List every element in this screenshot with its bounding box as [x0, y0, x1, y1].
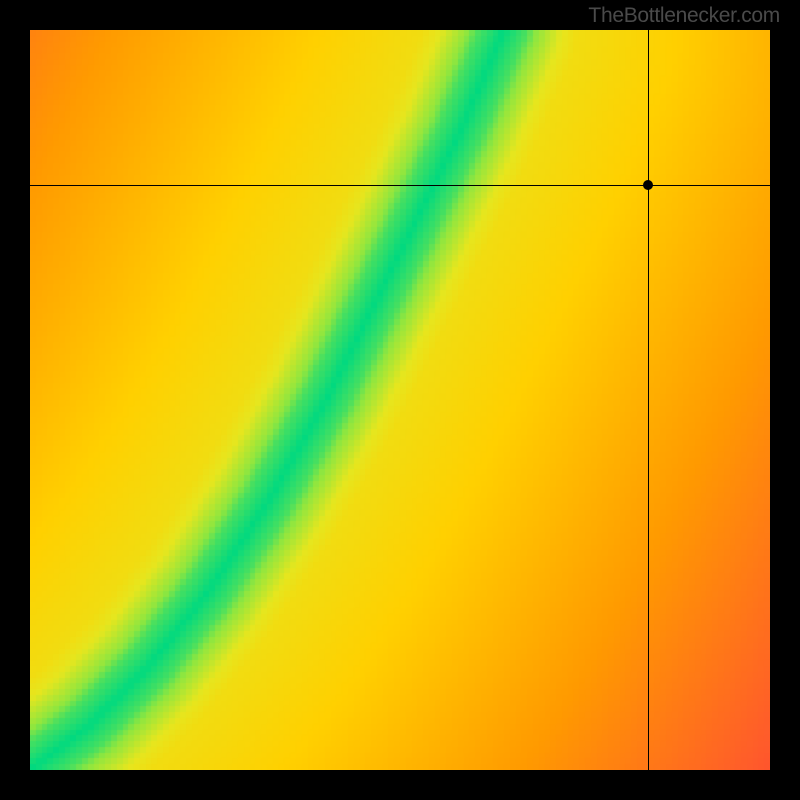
heatmap-canvas — [30, 30, 770, 770]
crosshair-horizontal — [30, 185, 770, 186]
heatmap-plot — [30, 30, 770, 770]
watermark-text: TheBottlenecker.com — [588, 4, 780, 28]
crosshair-marker — [643, 180, 653, 190]
crosshair-vertical — [648, 30, 649, 770]
